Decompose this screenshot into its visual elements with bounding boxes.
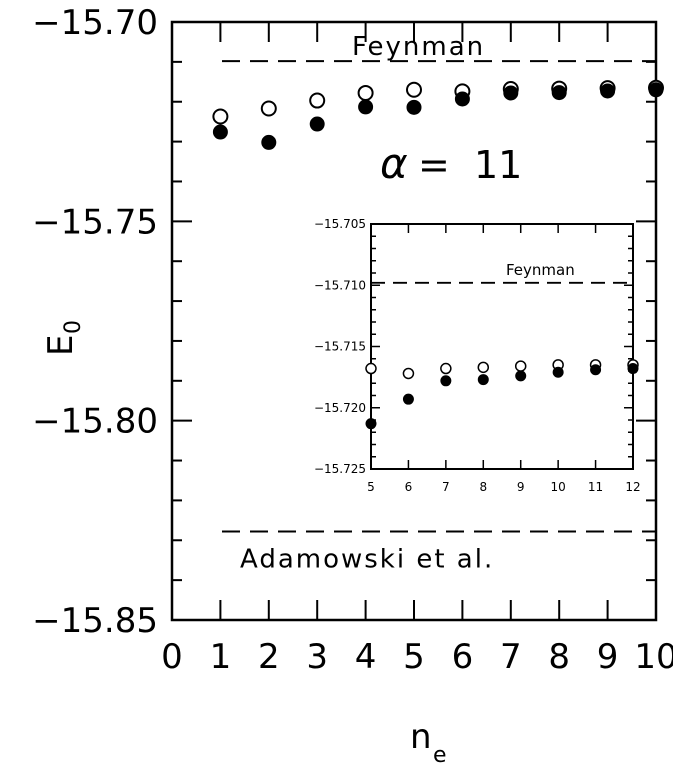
main-open-circle-point	[212, 108, 229, 125]
inset-axis-ticks	[370, 223, 634, 470]
inset-filled-circle-point	[365, 418, 377, 430]
main-filled-circle-point	[358, 99, 374, 115]
main-x-tick-label: 10	[634, 637, 673, 677]
main-x-tick-labels: 0 1 2 3 4 5 6 7 8 9 10	[161, 637, 673, 677]
main-x-tick-label: 8	[548, 637, 570, 677]
main-filled-circle-point	[309, 116, 325, 132]
main-open-circle-point	[406, 81, 422, 98]
inset-open-circle-point	[477, 361, 490, 374]
main-filled-circle-point	[406, 99, 422, 115]
main-filled-circle-point	[261, 134, 277, 150]
inset-plot: 5 6 7 8 9 10 11 12 −15.705 −15.710 −15.715 −15.720…	[314, 217, 641, 494]
main-axis-ticks	[171, 21, 657, 621]
inset-open-circle-point	[365, 362, 377, 375]
inset-x-tick-label: 7	[442, 480, 450, 494]
main-x-tick-label: 7	[500, 637, 522, 677]
inset-data-points	[365, 359, 639, 430]
main-reference-line-label: Feynman	[352, 32, 485, 62]
inset-y-tick-labels: −15.705 −15.710 −15.715 −15.720 −15.725	[314, 217, 366, 476]
inset-filled-circle-point	[590, 364, 602, 376]
main-filled-circle-point	[648, 82, 664, 98]
main-y-tick-label: −15.80	[32, 402, 158, 442]
main-filled-circle-point	[600, 83, 616, 99]
inset-x-tick-label: 8	[479, 480, 487, 494]
main-filled-circle-point	[454, 91, 470, 107]
inset-filled-circle-point	[402, 393, 414, 405]
main-x-tick-label: 5	[403, 637, 425, 677]
alpha-annotation-symbol: α	[380, 139, 408, 188]
inset-x-tick-label: 10	[551, 480, 566, 494]
main-open-circle-point	[357, 84, 374, 101]
inset-x-tick-label: 11	[588, 480, 603, 494]
inset-open-circle-point	[440, 362, 452, 375]
main-x-tick-label: 2	[258, 637, 280, 677]
inset-filled-circle-point	[477, 374, 489, 386]
main-reference-lines: Feynman Adamowski et al.	[222, 32, 656, 574]
main-y-axis-label-subscript: 0	[61, 320, 86, 334]
inset-reference-line-label: Feynman	[506, 261, 575, 279]
main-y-axis-label: E	[41, 335, 81, 356]
main-x-tick-label: 3	[306, 637, 328, 677]
main-filled-circle-point	[212, 124, 228, 140]
inset-x-tick-label: 12	[625, 480, 640, 494]
inset-y-tick-label: −15.710	[314, 278, 366, 292]
main-data-points	[212, 79, 664, 150]
main-y-tick-labels: −15.70 −15.75 −15.80 −15.85	[32, 3, 158, 641]
inset-y-tick-label: −15.705	[314, 217, 366, 231]
inset-reference-lines: Feynman	[371, 261, 633, 284]
inset-plot-frame	[370, 223, 634, 470]
inset-x-tick-label: 5	[367, 480, 375, 494]
main-x-tick-label: 9	[597, 637, 619, 677]
main-reference-line-label: Adamowski et al.	[240, 544, 494, 574]
inset-x-tick-label: 6	[405, 480, 413, 494]
main-x-tick-label: 4	[355, 637, 377, 677]
main-x-axis-label: n	[410, 717, 432, 757]
inset-x-tick-label: 9	[517, 480, 525, 494]
main-x-tick-label: 1	[210, 637, 232, 677]
main-y-tick-label: −15.75	[32, 202, 158, 242]
main-plot: 0 1 2 3 4 5 6 7 8 9 10 −15.70−15.75−15.80−15.85 Fe…	[32, 3, 673, 764]
inset-filled-circle-point	[552, 366, 564, 378]
inset-x-tick-labels: 5 6 7 8 9 10 11 12	[367, 480, 640, 494]
inset-open-circle-point	[402, 367, 415, 380]
main-x-axis-label-subscript: e	[433, 743, 447, 764]
main-filled-circle-point	[503, 85, 519, 101]
main-x-tick-label: 6	[452, 637, 474, 677]
main-y-tick-label: −15.85	[32, 601, 158, 641]
main-filled-circle-point	[551, 85, 567, 101]
main-y-tick-label: −15.70	[32, 3, 158, 43]
inset-y-tick-label: −15.725	[314, 462, 366, 476]
inset-filled-circle-point	[627, 363, 639, 375]
inset-y-tick-label: −15.715	[314, 340, 366, 354]
alpha-annotation-value: = 11	[418, 143, 522, 187]
inset-filled-circle-point	[440, 375, 452, 387]
inset-open-circle-point	[514, 360, 527, 372]
main-open-circle-point	[260, 100, 277, 117]
inset-filled-circle-point	[515, 370, 527, 382]
main-x-tick-label: 0	[161, 637, 183, 677]
main-open-circle-point	[309, 92, 326, 109]
inset-y-tick-label: −15.720	[314, 401, 366, 415]
